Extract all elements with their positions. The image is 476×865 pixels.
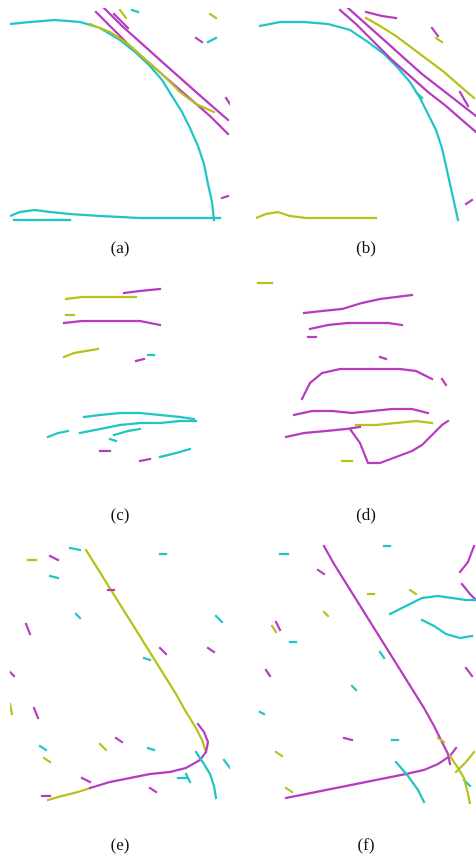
panel-e [10, 542, 230, 804]
caption-b: (b) [356, 238, 376, 257]
caption-f: (f) [357, 835, 375, 854]
panel-a-edges [10, 8, 230, 222]
caption-e: (e) [110, 835, 130, 854]
panel-d [256, 275, 476, 475]
panel-a [10, 8, 230, 222]
panel-b-edges [256, 8, 476, 222]
panel-c-edges [46, 287, 198, 463]
caption-d: (d) [356, 505, 376, 524]
panel-d-edges [256, 281, 450, 465]
caption-a: (a) [110, 238, 130, 257]
panel-f [256, 542, 476, 804]
panel-c [10, 275, 230, 475]
panel-b [256, 8, 476, 222]
panel-e-edges [10, 546, 230, 802]
panel-f-edges [258, 544, 476, 804]
caption-c: (c) [110, 505, 130, 524]
